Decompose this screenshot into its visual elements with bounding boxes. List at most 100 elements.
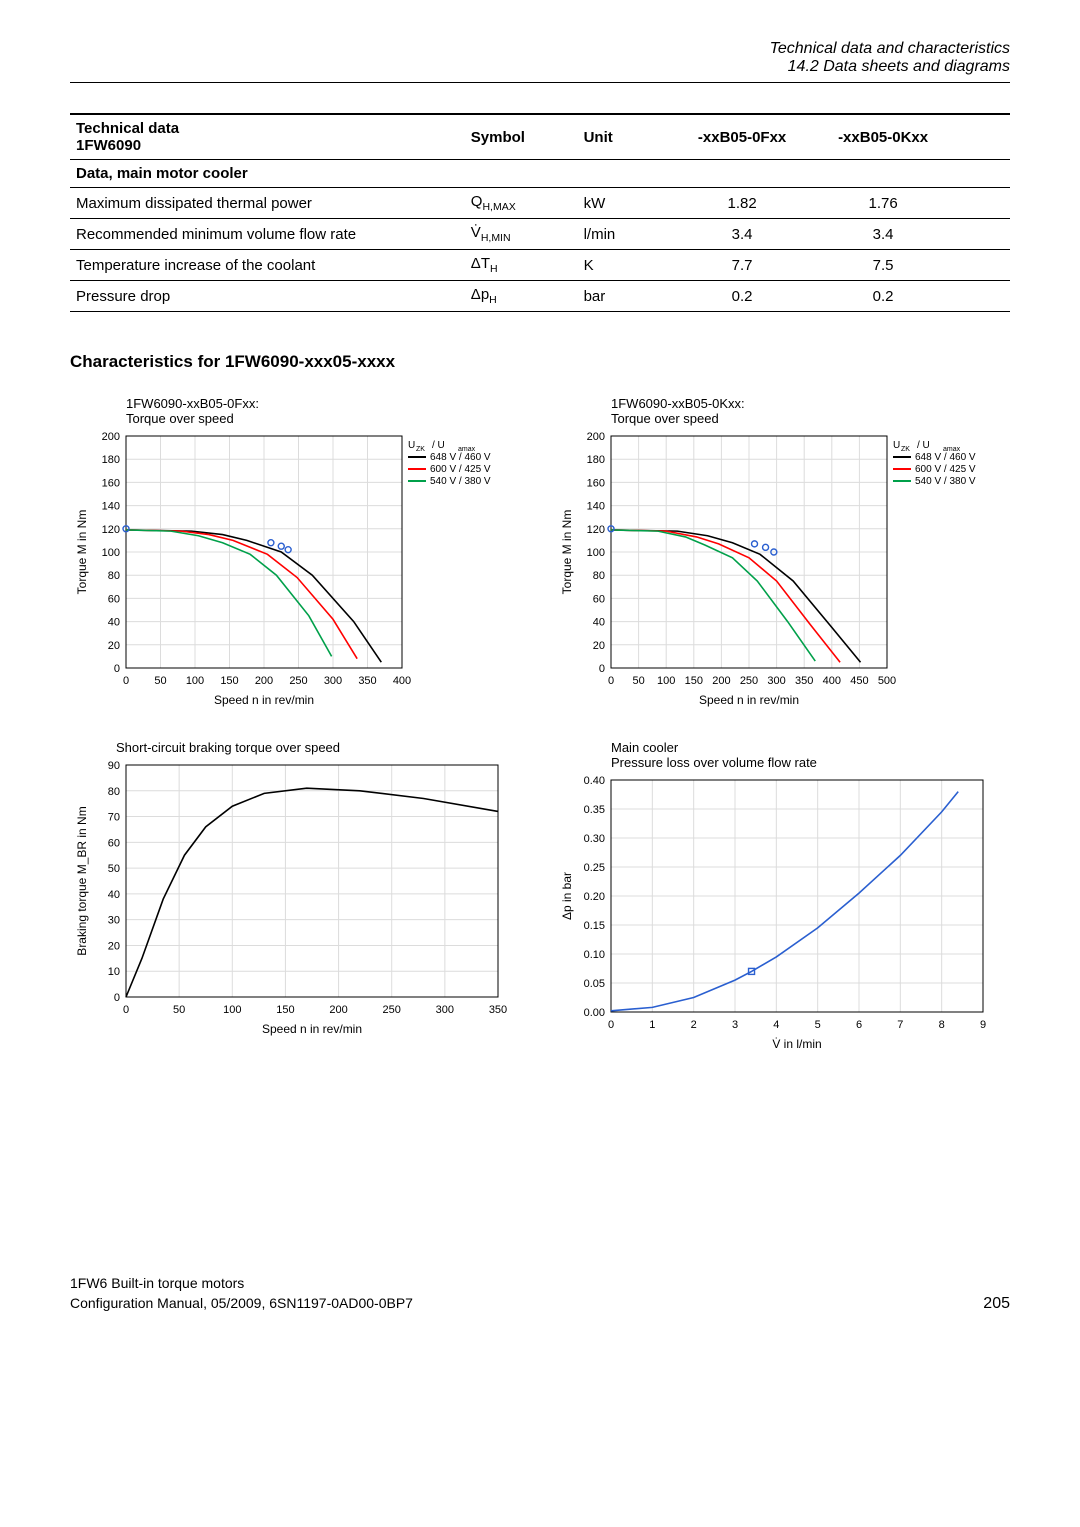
svg-text:160: 160 (102, 477, 120, 489)
svg-text:ZK: ZK (416, 446, 425, 453)
chart4-svg: 01234567890.000.050.100.150.200.250.300.… (555, 774, 995, 1054)
svg-text:5: 5 (815, 1019, 821, 1031)
svg-text:Speed n in rev/min: Speed n in rev/min (699, 693, 799, 707)
svg-text:4: 4 (773, 1019, 779, 1031)
svg-text:500: 500 (878, 675, 896, 687)
svg-text:V̇ in l/min: V̇ in l/min (772, 1037, 821, 1051)
table-row: Recommended minimum volume flow rateV̇H,… (70, 219, 1010, 250)
svg-text:U: U (408, 440, 415, 451)
svg-text:350: 350 (489, 1004, 507, 1016)
chart-torque-0fxx: 1FW6090-xxB05-0Fxx: Torque over speed 0 5… (70, 396, 525, 710)
svg-text:60: 60 (108, 593, 120, 605)
page-header: Technical data and characteristics 14.2 … (70, 40, 1010, 76)
svg-text:Braking torque M_BR in Nm: Braking torque M_BR in Nm (75, 806, 89, 955)
svg-text:80: 80 (108, 786, 120, 798)
svg-text:300: 300 (767, 675, 785, 687)
svg-text:200: 200 (102, 431, 120, 443)
table-row: Pressure dropΔpHbar0.20.2 (70, 281, 1010, 312)
svg-text:9: 9 (980, 1019, 986, 1031)
svg-text:Δp in bar: Δp in bar (560, 872, 574, 920)
svg-text:600 V / 425 V: 600 V / 425 V (915, 464, 976, 475)
svg-text:100: 100 (186, 675, 204, 687)
svg-text:450: 450 (850, 675, 868, 687)
svg-text:60: 60 (108, 837, 120, 849)
svg-text:40: 40 (108, 617, 120, 629)
chart2-title: 1FW6090-xxB05-0Kxx: Torque over speed (611, 396, 1010, 426)
svg-text:80: 80 (593, 570, 605, 582)
svg-text:0.35: 0.35 (584, 804, 605, 816)
svg-text:200: 200 (712, 675, 730, 687)
table-row: Maximum dissipated thermal powerQH,MAXkW… (70, 188, 1010, 219)
svg-text:140: 140 (102, 501, 120, 513)
svg-text:7: 7 (897, 1019, 903, 1031)
svg-text:400: 400 (393, 675, 411, 687)
svg-text:Torque M in Nm: Torque M in Nm (560, 510, 574, 595)
technical-data-table: Technical data 1FW6090 Symbol Unit -xxB0… (70, 113, 1010, 312)
svg-text:40: 40 (108, 889, 120, 901)
svg-text:0.30: 0.30 (584, 833, 605, 845)
svg-text:8: 8 (939, 1019, 945, 1031)
svg-text:300: 300 (436, 1004, 454, 1016)
svg-text:0.10: 0.10 (584, 949, 605, 961)
svg-text:/ U: / U (432, 440, 445, 451)
svg-text:1: 1 (649, 1019, 655, 1031)
svg-text:Speed n in rev/min: Speed n in rev/min (214, 693, 314, 707)
svg-text:0.00: 0.00 (584, 1007, 605, 1019)
chart1-title: 1FW6090-xxB05-0Fxx: Torque over speed (126, 396, 525, 426)
svg-text:80: 80 (108, 570, 120, 582)
svg-text:50: 50 (632, 675, 644, 687)
svg-text:0: 0 (608, 1019, 614, 1031)
svg-text:100: 100 (223, 1004, 241, 1016)
svg-text:0.20: 0.20 (584, 891, 605, 903)
chart-torque-0kxx: 1FW6090-xxB05-0Kxx: Torque over speed 0 5… (555, 396, 1010, 710)
svg-text:0: 0 (123, 675, 129, 687)
svg-text:100: 100 (102, 547, 120, 559)
svg-text:648 V / 460 V: 648 V / 460 V (915, 452, 976, 463)
svg-text:200: 200 (255, 675, 273, 687)
svg-text:120: 120 (102, 524, 120, 536)
chart4-title: Main cooler Pressure loss over volume fl… (611, 740, 1010, 770)
chart1-svg: 0501001502002503003504000204060801001201… (70, 430, 510, 710)
svg-text:0.40: 0.40 (584, 775, 605, 787)
page-footer: 1FW6 Built-in torque motors Configuratio… (70, 1274, 1010, 1313)
svg-text:350: 350 (358, 675, 376, 687)
svg-text:100: 100 (657, 675, 675, 687)
svg-text:0: 0 (114, 663, 120, 675)
svg-text:150: 150 (220, 675, 238, 687)
svg-text:40: 40 (593, 617, 605, 629)
svg-text:U: U (893, 440, 900, 451)
svg-text:50: 50 (154, 675, 166, 687)
svg-text:140: 140 (587, 501, 605, 513)
svg-text:10: 10 (108, 966, 120, 978)
svg-text:20: 20 (593, 640, 605, 652)
header-rule (70, 82, 1010, 83)
chart-braking: Short-circuit braking torque over speed … (70, 740, 525, 1054)
svg-text:180: 180 (102, 454, 120, 466)
svg-text:250: 250 (383, 1004, 401, 1016)
header-line-2: 14.2 Data sheets and diagrams (70, 58, 1010, 76)
page-number: 205 (983, 1295, 1010, 1313)
svg-text:350: 350 (795, 675, 813, 687)
thead-v1: -xxB05-0Fxx (672, 114, 813, 160)
thead-c1a: Technical data (76, 120, 459, 137)
svg-text:6: 6 (856, 1019, 862, 1031)
svg-text:300: 300 (324, 675, 342, 687)
svg-text:0: 0 (599, 663, 605, 675)
svg-text:50: 50 (173, 1004, 185, 1016)
svg-text:250: 250 (289, 675, 307, 687)
svg-text:0: 0 (123, 1004, 129, 1016)
svg-text:150: 150 (685, 675, 703, 687)
chart3-title: Short-circuit braking torque over speed (116, 740, 525, 755)
svg-text:0.05: 0.05 (584, 978, 605, 990)
svg-text:120: 120 (587, 524, 605, 536)
thead-v2: -xxB05-0Kxx (813, 114, 954, 160)
charts-grid: 1FW6090-xxB05-0Fxx: Torque over speed 0 5… (70, 396, 1010, 1054)
svg-text:200: 200 (329, 1004, 347, 1016)
svg-text:160: 160 (587, 477, 605, 489)
table-row: Temperature increase of the coolantΔTHK7… (70, 250, 1010, 281)
svg-text:90: 90 (108, 760, 120, 772)
svg-text:180: 180 (587, 454, 605, 466)
svg-text:50: 50 (108, 863, 120, 875)
svg-text:Torque M in Nm: Torque M in Nm (75, 510, 89, 595)
svg-text:0: 0 (114, 992, 120, 1004)
